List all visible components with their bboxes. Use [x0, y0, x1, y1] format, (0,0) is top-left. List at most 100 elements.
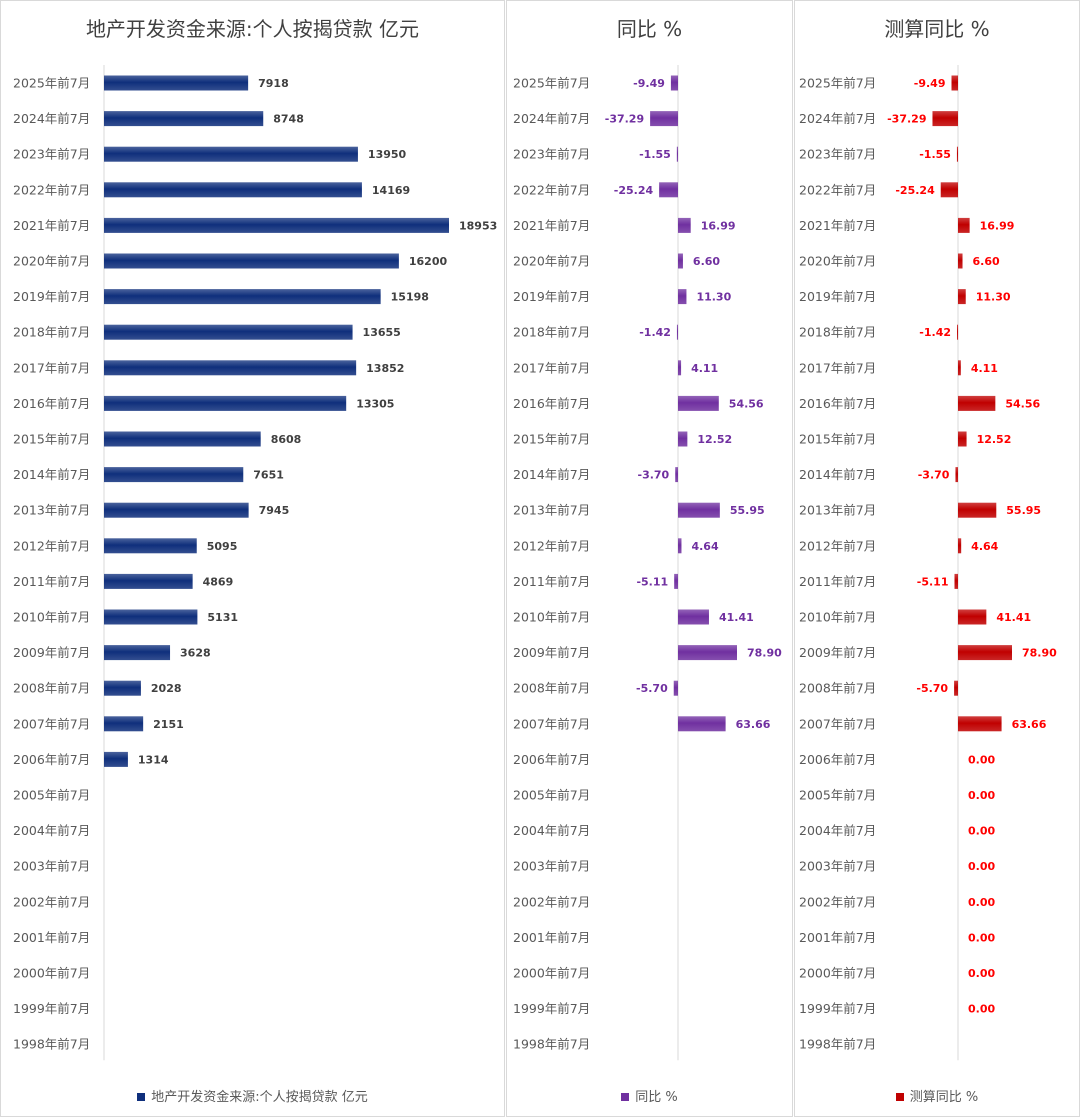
bar	[104, 716, 144, 732]
category-tick-label: 2021年前7月	[13, 218, 90, 233]
bar	[104, 609, 198, 625]
data-label: 0.00	[968, 789, 995, 802]
bar	[958, 253, 963, 269]
bar	[678, 217, 691, 233]
data-label: 5095	[207, 540, 238, 553]
category-tick-label: 2021年前7月	[513, 218, 590, 233]
legend-swatch	[137, 1092, 146, 1101]
chart-title: 地产开发资金来源:个人按揭贷款 亿元	[85, 17, 420, 41]
bar	[104, 538, 197, 554]
bar	[104, 751, 128, 767]
category-tick-label: 2016年前7月	[799, 396, 876, 411]
bar	[678, 645, 737, 661]
bar	[674, 573, 678, 589]
category-tick-label: 2023年前7月	[513, 147, 590, 162]
category-tick-label: 2024年前7月	[13, 111, 90, 126]
chart-legend: 地产开发资金来源:个人按揭贷款 亿元	[1, 1086, 504, 1105]
data-label: 2028	[151, 682, 182, 695]
bar	[678, 716, 726, 732]
category-tick-label: 2007年前7月	[799, 716, 876, 731]
category-tick-label: 2013年前7月	[13, 503, 90, 518]
bar	[673, 680, 678, 696]
category-tick-label: 2023年前7月	[799, 147, 876, 162]
category-tick-label: 2019年前7月	[513, 289, 590, 304]
bar	[932, 111, 958, 127]
data-label: 54.56	[1005, 397, 1040, 410]
category-tick-label: 2010年前7月	[513, 610, 590, 625]
chart-title: 测算同比 %	[884, 17, 990, 41]
bar	[957, 324, 959, 340]
chart-title: 同比 %	[616, 17, 683, 41]
category-tick-label: 2005年前7月	[799, 788, 876, 803]
data-label: 63.66	[1012, 718, 1047, 731]
category-tick-label: 2007年前7月	[13, 716, 90, 731]
category-tick-label: 2008年前7月	[13, 681, 90, 696]
category-tick-label: 2019年前7月	[799, 289, 876, 304]
category-tick-label: 1998年前7月	[13, 1037, 90, 1052]
category-tick-label: 2014年前7月	[799, 467, 876, 482]
category-tick-label: 2012年前7月	[13, 538, 90, 553]
data-label: -5.11	[636, 575, 668, 588]
bar	[104, 289, 381, 305]
bar	[958, 716, 1002, 732]
bar	[104, 324, 353, 340]
category-tick-label: 2019年前7月	[13, 289, 90, 304]
category-tick-label: 2004年前7月	[799, 823, 876, 838]
category-tick-label: 2025年前7月	[13, 76, 90, 91]
data-label: 12.52	[977, 433, 1012, 446]
bar	[675, 467, 678, 483]
category-tick-label: 2000年前7月	[13, 966, 90, 981]
data-label: 78.90	[747, 647, 782, 660]
bar	[678, 502, 720, 518]
data-label: 14169	[372, 184, 410, 197]
category-tick-label: 2015年前7月	[513, 432, 590, 447]
bar	[958, 538, 962, 554]
bar	[676, 324, 678, 340]
bar	[958, 502, 997, 518]
bar	[678, 360, 682, 376]
data-label: 1314	[138, 753, 169, 766]
category-tick-label: 1999年前7月	[513, 1001, 590, 1016]
chart-legend: 同比 %	[507, 1086, 792, 1105]
category-tick-label: 2002年前7月	[13, 894, 90, 909]
data-label: -25.24	[895, 184, 935, 197]
chart-plot-area: 2025年前7月 -9.49 2024年前7月 -37.29 2023年前7月 -1.55…	[513, 65, 782, 1061]
category-tick-label: 1998年前7月	[513, 1037, 590, 1052]
bar	[104, 573, 193, 589]
data-label: 2151	[153, 718, 184, 731]
category-tick-label: 2001年前7月	[13, 930, 90, 945]
yoy-chart: 同比 % 2025年前7月 -9.49 2024年前7月 -37.29 2023年前7月…	[506, 0, 793, 1117]
data-label: 16.99	[701, 219, 736, 232]
data-label: -9.49	[633, 77, 665, 90]
category-tick-label: 2009年前7月	[13, 645, 90, 660]
data-label: 13305	[356, 397, 394, 410]
bar	[104, 75, 249, 91]
data-label: 0.00	[968, 860, 995, 873]
bar	[958, 395, 996, 411]
category-tick-label: 2024年前7月	[799, 111, 876, 126]
category-tick-label: 2016年前7月	[513, 396, 590, 411]
category-tick-label: 2011年前7月	[13, 574, 90, 589]
category-tick-label: 1999年前7月	[13, 1001, 90, 1016]
data-label: 0.00	[968, 896, 995, 909]
data-label: -9.49	[914, 77, 946, 90]
data-label: 5131	[207, 611, 238, 624]
category-tick-label: 2002年前7月	[513, 894, 590, 909]
category-tick-label: 2009年前7月	[513, 645, 590, 660]
category-tick-label: 2006年前7月	[513, 752, 590, 767]
data-label: 0.00	[968, 1003, 995, 1016]
category-tick-label: 2011年前7月	[513, 574, 590, 589]
data-label: -1.55	[639, 148, 671, 161]
data-label: 8608	[271, 433, 302, 446]
category-tick-label: 2021年前7月	[799, 218, 876, 233]
category-tick-label: 2017年前7月	[13, 360, 90, 375]
legend-swatch	[895, 1092, 904, 1101]
data-label: -5.70	[916, 682, 948, 695]
category-tick-label: 2024年前7月	[513, 111, 590, 126]
legend-swatch	[621, 1092, 630, 1101]
data-label: -25.24	[614, 184, 654, 197]
data-label: 4.11	[691, 362, 718, 375]
legend-label: 测算同比 %	[909, 1090, 979, 1105]
bar	[650, 111, 678, 127]
category-tick-label: 2000年前7月	[799, 966, 876, 981]
